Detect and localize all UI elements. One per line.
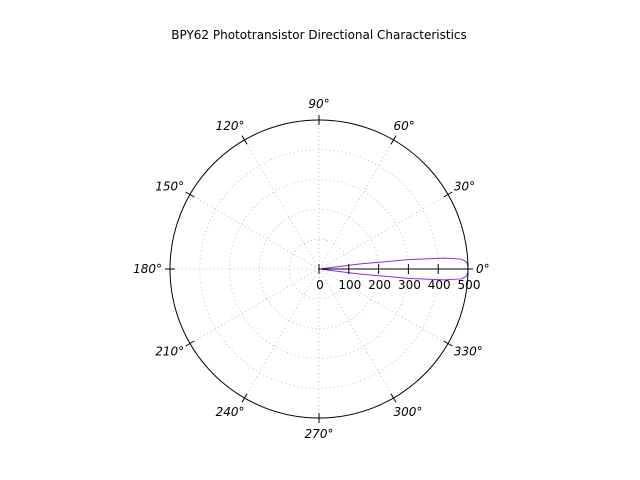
- angular-gridline-240: [244, 268, 320, 399]
- radial-tick-label: 200: [368, 278, 391, 292]
- tick-layer: [165, 115, 473, 423]
- angle-tick-label: 60°: [394, 119, 415, 133]
- angular-gridline-60: [318, 139, 394, 270]
- angle-tick-120: [241, 135, 248, 145]
- angle-tick-300: [390, 393, 397, 403]
- angle-tick-label: 210°: [155, 345, 184, 359]
- radial-tick-label: 400: [428, 278, 451, 292]
- angle-tick-30: [443, 191, 453, 198]
- angular-gridline-150: [189, 194, 320, 270]
- angle-tick-label: 240°: [216, 405, 245, 419]
- label-layer: 0° 30° 60° 90° 120° 150° 180° 210° 240° 270° 300° 3…: [133, 97, 490, 441]
- angle-tick-150: [185, 191, 195, 198]
- angle-tick-240: [241, 393, 248, 403]
- angle-tick-210: [185, 340, 195, 347]
- angular-gridline-120: [244, 139, 320, 270]
- angle-tick-60: [390, 135, 397, 145]
- angle-tick-label: 0°: [476, 262, 490, 276]
- angle-tick-label: 270°: [305, 427, 334, 441]
- angle-tick-label: 180°: [133, 262, 162, 276]
- angular-gridline-210: [189, 268, 320, 344]
- angular-gridline-300: [318, 268, 394, 399]
- angle-tick-330: [443, 340, 453, 347]
- radial-tick-label: 0: [316, 278, 324, 292]
- chart-title: BPY62 Phototransistor Directional Charac…: [171, 28, 467, 42]
- angular-gridline-330: [318, 268, 449, 344]
- angle-tick-label: 330°: [454, 345, 483, 359]
- radial-gridline-100: [288, 238, 350, 300]
- angle-tick-label: 30°: [454, 180, 475, 194]
- angle-tick-label: 150°: [155, 180, 184, 194]
- radial-tick-label: 500: [458, 278, 481, 292]
- radial-tick-label: 300: [398, 278, 421, 292]
- angle-tick-label: 90°: [308, 97, 329, 111]
- angle-tick-label: 120°: [216, 119, 245, 133]
- angle-tick-label: 300°: [394, 405, 423, 419]
- radial-tick-label: 100: [338, 278, 361, 292]
- angular-gridline-30: [318, 194, 449, 270]
